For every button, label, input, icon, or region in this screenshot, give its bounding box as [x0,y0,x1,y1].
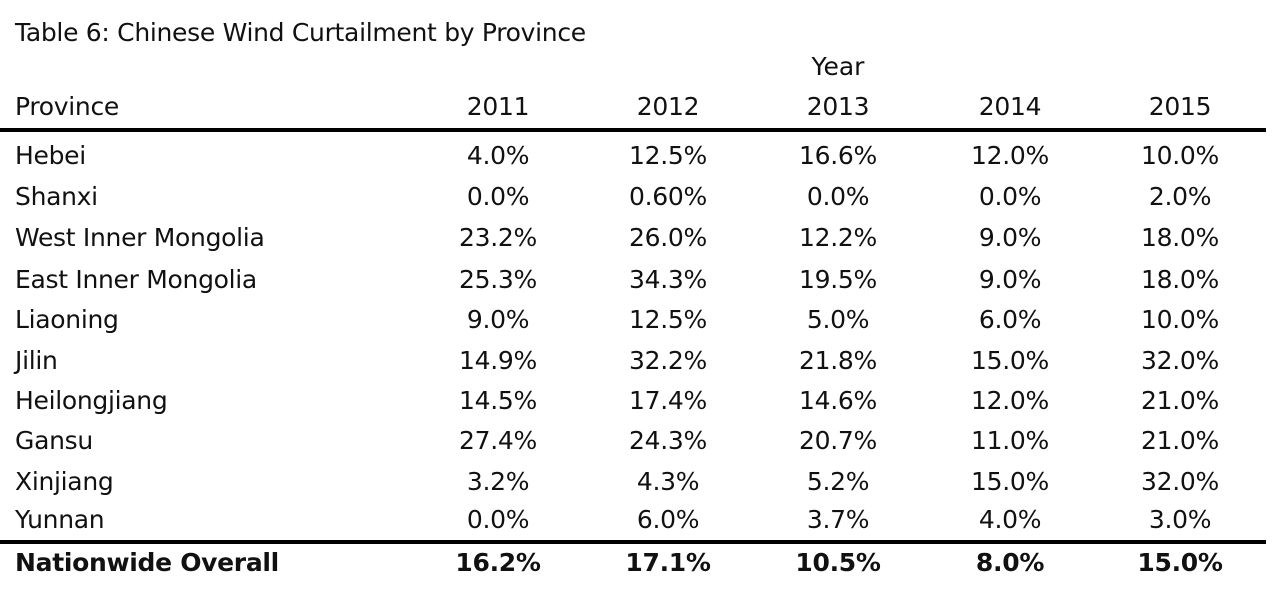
curtailment-cell-2015: 21.0% [1141,426,1219,455]
curtailment-cell-2013: 20.7% [799,426,877,455]
curtailment-cell-2014: 11.0% [971,426,1049,455]
curtailment-cell-2014: 9.0% [978,223,1042,252]
total-cell-2012: 17.1% [625,548,711,577]
column-header-province: Province [15,92,119,121]
curtailment-cell-2014: 9.0% [978,265,1042,294]
curtailment-cell-2014: 12.0% [971,141,1049,170]
total-cell-2014: 8.0% [975,548,1045,577]
curtailment-cell-2013: 12.2% [799,223,877,252]
column-header-2014: 2014 [978,92,1042,121]
curtailment-cell-2011: 0.0% [466,505,530,534]
curtailment-cell-2013: 5.0% [806,305,870,334]
column-header-2013: 2013 [806,92,870,121]
curtailment-cell-2012: 17.4% [629,386,707,415]
curtailment-cell-2012: 0.60% [629,182,707,211]
curtailment-cell-2014: 12.0% [971,386,1049,415]
curtailment-cell-2015: 32.0% [1141,467,1219,496]
curtailment-cell-2014: 4.0% [978,505,1042,534]
curtailment-cell-2015: 10.0% [1141,141,1219,170]
column-header-2011: 2011 [466,92,530,121]
province-name: Jilin [15,346,58,375]
year-group-header: Year [811,52,865,81]
curtailment-cell-2014: 15.0% [971,467,1049,496]
curtailment-cell-2013: 19.5% [799,265,877,294]
curtailment-cell-2012: 32.2% [629,346,707,375]
column-header-2012: 2012 [636,92,700,121]
province-name: Yunnan [15,505,105,534]
header-rule [0,128,1266,132]
column-header-2015: 2015 [1148,92,1212,121]
total-rule [0,540,1266,544]
total-cell-2013: 10.5% [795,548,881,577]
curtailment-cell-2015: 32.0% [1141,346,1219,375]
curtailment-cell-2014: 15.0% [971,346,1049,375]
curtailment-cell-2015: 10.0% [1141,305,1219,334]
curtailment-cell-2015: 21.0% [1141,386,1219,415]
curtailment-cell-2012: 26.0% [629,223,707,252]
curtailment-cell-2013: 3.7% [806,505,870,534]
province-name: Gansu [15,426,93,455]
curtailment-cell-2013: 16.6% [799,141,877,170]
total-cell-2015: 15.0% [1137,548,1223,577]
curtailment-cell-2013: 21.8% [799,346,877,375]
curtailment-cell-2012: 24.3% [629,426,707,455]
curtailment-cell-2014: 6.0% [978,305,1042,334]
province-name: Hebei [15,141,86,170]
curtailment-cell-2011: 9.0% [466,305,530,334]
curtailment-cell-2012: 34.3% [629,265,707,294]
table-title: Table 6: Chinese Wind Curtailment by Pro… [15,18,586,47]
province-name: Shanxi [15,182,98,211]
curtailment-cell-2015: 18.0% [1141,223,1219,252]
curtailment-cell-2011: 27.4% [459,426,537,455]
curtailment-cell-2011: 4.0% [466,141,530,170]
province-name: Heilongjiang [15,386,168,415]
province-name: Liaoning [15,305,119,334]
province-name: East Inner Mongolia [15,265,257,294]
curtailment-cell-2011: 3.2% [466,467,530,496]
curtailment-cell-2013: 0.0% [806,182,870,211]
curtailment-cell-2012: 12.5% [629,141,707,170]
curtailment-cell-2011: 14.9% [459,346,537,375]
total-label: Nationwide Overall [15,548,279,577]
curtailment-cell-2015: 2.0% [1148,182,1212,211]
curtailment-cell-2011: 25.3% [459,265,537,294]
curtailment-cell-2014: 0.0% [978,182,1042,211]
curtailment-cell-2011: 0.0% [466,182,530,211]
total-cell-2011: 16.2% [455,548,541,577]
curtailment-cell-2012: 4.3% [636,467,700,496]
curtailment-cell-2012: 12.5% [629,305,707,334]
province-name: West Inner Mongolia [15,223,265,252]
curtailment-cell-2011: 14.5% [459,386,537,415]
curtailment-cell-2013: 5.2% [806,467,870,496]
curtailment-cell-2011: 23.2% [459,223,537,252]
curtailment-cell-2015: 3.0% [1148,505,1212,534]
curtailment-cell-2015: 18.0% [1141,265,1219,294]
curtailment-cell-2012: 6.0% [636,505,700,534]
curtailment-cell-2013: 14.6% [799,386,877,415]
province-name: Xinjiang [15,467,114,496]
